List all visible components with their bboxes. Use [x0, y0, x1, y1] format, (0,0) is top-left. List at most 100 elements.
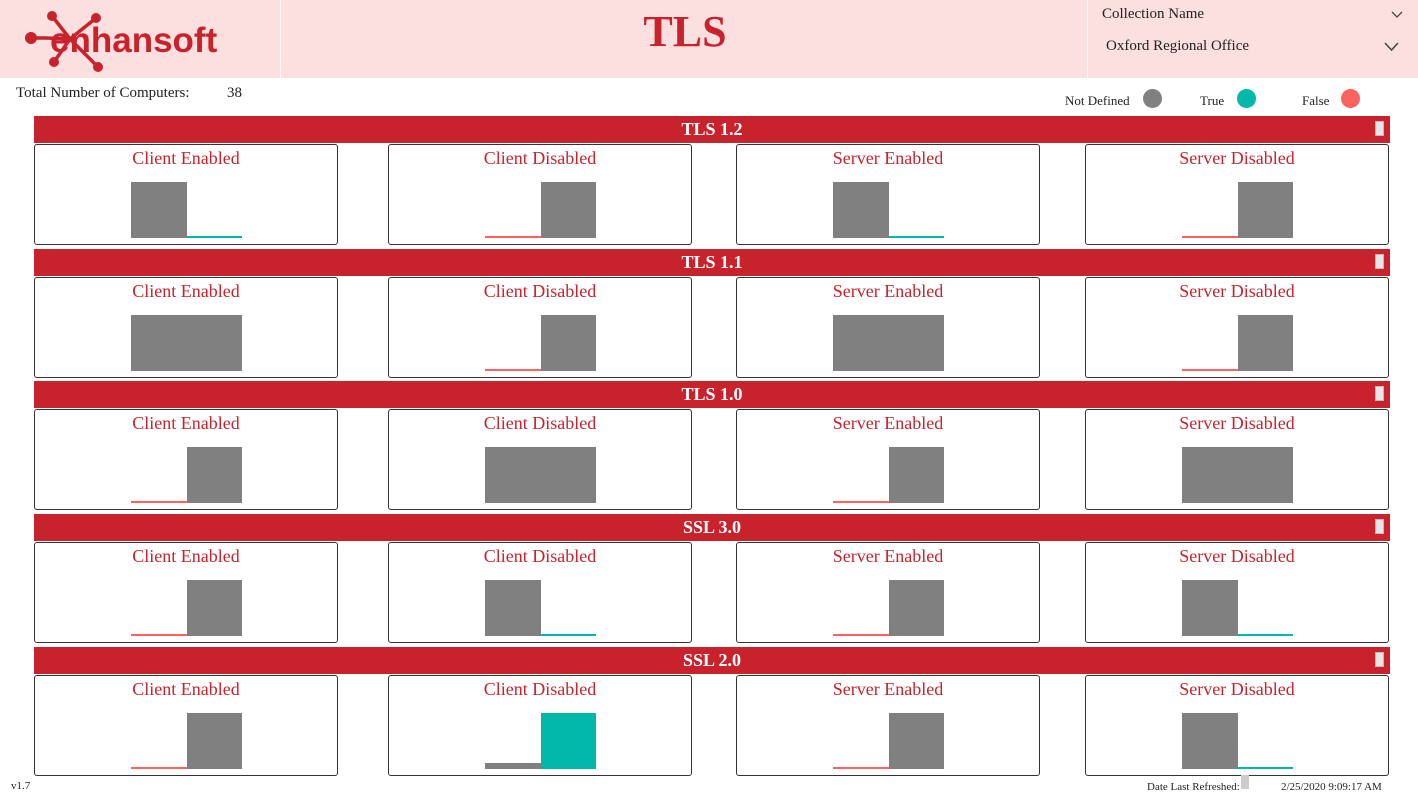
chart-card[interactable]: Server Enabled: [736, 409, 1040, 510]
legend-dot-icon: [1143, 89, 1162, 108]
chart-card[interactable]: Client Disabled: [388, 144, 692, 245]
total-computers-value: 38: [227, 85, 242, 101]
chart-card[interactable]: Server Enabled: [736, 675, 1040, 776]
bar-false[interactable]: [131, 767, 187, 769]
bar-false[interactable]: [485, 235, 541, 238]
chart-title: Server Disabled: [1179, 413, 1295, 433]
bar-not-defined[interactable]: [888, 580, 944, 636]
scroll-indicator[interactable]: [1375, 254, 1384, 269]
bar-false[interactable]: [833, 500, 889, 503]
chart-title: Server Enabled: [832, 281, 944, 301]
chart-card[interactable]: Server Disabled: [1085, 675, 1389, 776]
chart-card[interactable]: Client Enabled: [34, 144, 338, 245]
bar-not-defined[interactable]: [540, 315, 596, 371]
bar-true[interactable]: [540, 634, 596, 636]
section-header: SSL 2.0: [34, 647, 1390, 674]
bar-true[interactable]: [1237, 634, 1293, 636]
bar-not-defined[interactable]: [888, 447, 944, 503]
chart-card[interactable]: Server Enabled: [736, 542, 1040, 643]
bar-not-defined[interactable]: [1182, 447, 1293, 503]
bar-not-defined[interactable]: [888, 713, 944, 769]
page-title: TLS: [643, 7, 727, 56]
bar-not-defined[interactable]: [540, 182, 596, 238]
bar-chart: [833, 447, 944, 503]
bar-not-defined[interactable]: [1182, 713, 1238, 769]
scroll-indicator[interactable]: [1375, 519, 1384, 534]
chart-card[interactable]: Client Enabled: [34, 675, 338, 776]
bar-false[interactable]: [1182, 368, 1238, 371]
bar-true[interactable]: [540, 713, 596, 769]
chart-title: Server Enabled: [832, 546, 944, 566]
total-computers-label: Total Number of Computers:: [16, 85, 190, 101]
date-refreshed-value: 2/25/2020 9:09:17 AM: [1281, 781, 1382, 793]
chevron-down-icon[interactable]: [1384, 42, 1399, 52]
bar-chart: [833, 182, 944, 238]
chart-card[interactable]: Client Enabled: [34, 409, 338, 510]
chart-card[interactable]: Client Enabled: [34, 542, 338, 643]
bar-not-defined[interactable]: [1237, 315, 1293, 371]
chevron-down-icon[interactable]: [1391, 11, 1403, 19]
chart-card[interactable]: Server Disabled: [1085, 409, 1389, 510]
section-header: TLS 1.0: [34, 381, 1390, 408]
bar-not-defined[interactable]: [186, 713, 242, 769]
bar-false[interactable]: [1182, 235, 1238, 238]
bar-not-defined[interactable]: [131, 182, 187, 238]
chart-card[interactable]: Server Disabled: [1085, 277, 1389, 378]
version-label: v1.7: [11, 780, 31, 792]
bar-chart: [833, 580, 944, 636]
logo-text: enhansoft: [50, 21, 218, 60]
chart-card[interactable]: Client Disabled: [388, 675, 692, 776]
chart-title: Client Enabled: [132, 546, 240, 566]
date-refreshed-label: Date Last Refreshed:: [1147, 781, 1240, 793]
chart-title: Client Enabled: [132, 281, 240, 301]
header-divider: [1087, 0, 1088, 78]
bar-false[interactable]: [131, 634, 187, 636]
chart-title: Server Disabled: [1179, 679, 1295, 699]
collection-slicer-title: Collection Name: [1102, 6, 1205, 22]
chart-title: Client Disabled: [483, 148, 597, 168]
bar-chart: [1182, 713, 1293, 769]
chart-title: Client Disabled: [483, 546, 597, 566]
chart-card[interactable]: Client Disabled: [388, 409, 692, 510]
logo-mark: enhansoft: [25, 11, 218, 72]
chart-card[interactable]: Server Disabled: [1085, 144, 1389, 245]
bar-false[interactable]: [833, 634, 889, 636]
bar-not-defined[interactable]: [1182, 580, 1238, 636]
chart-card[interactable]: Server Disabled: [1085, 542, 1389, 643]
chart-card[interactable]: Server Enabled: [736, 144, 1040, 245]
bar-false[interactable]: [485, 368, 541, 371]
bar-not-defined[interactable]: [485, 447, 596, 503]
collection-slicer-dropdown[interactable]: Oxford Regional Office: [1106, 38, 1250, 54]
chart-card[interactable]: Client Disabled: [388, 542, 692, 643]
chart-title: Client Enabled: [132, 679, 240, 699]
scroll-indicator[interactable]: [1375, 121, 1384, 136]
enhansoft-logo: enhansoft: [24, 4, 256, 74]
bar-true[interactable]: [186, 236, 242, 238]
bar-chart: [485, 447, 596, 503]
scroll-indicator[interactable]: [1375, 652, 1384, 667]
legend-label: Not Defined: [1065, 93, 1130, 108]
bar-chart: [1182, 447, 1293, 503]
header-banner: enhansoft TLS Collection Name Oxford Reg…: [0, 0, 1418, 78]
bar-true[interactable]: [1237, 767, 1293, 769]
bar-not-defined[interactable]: [485, 580, 541, 636]
chart-card[interactable]: Server Enabled: [736, 277, 1040, 378]
bar-not-defined[interactable]: [485, 763, 541, 769]
section-header: SSL 3.0: [34, 514, 1390, 541]
scroll-indicator[interactable]: [1375, 386, 1384, 401]
section-title: TLS 1.1: [681, 252, 743, 272]
bar-not-defined[interactable]: [833, 182, 889, 238]
bar-not-defined[interactable]: [186, 580, 242, 636]
bar-true[interactable]: [888, 236, 944, 238]
bar-not-defined[interactable]: [833, 315, 944, 371]
bar-chart: [485, 315, 596, 371]
chart-card[interactable]: Client Disabled: [388, 277, 692, 378]
chart-title: Server Disabled: [1179, 546, 1295, 566]
bar-not-defined[interactable]: [1237, 182, 1293, 238]
bar-false[interactable]: [131, 500, 187, 503]
bar-not-defined[interactable]: [131, 315, 242, 371]
chart-title: Client Enabled: [132, 413, 240, 433]
bar-false[interactable]: [833, 767, 889, 769]
bar-not-defined[interactable]: [186, 447, 242, 503]
chart-card[interactable]: Client Enabled: [34, 277, 338, 378]
